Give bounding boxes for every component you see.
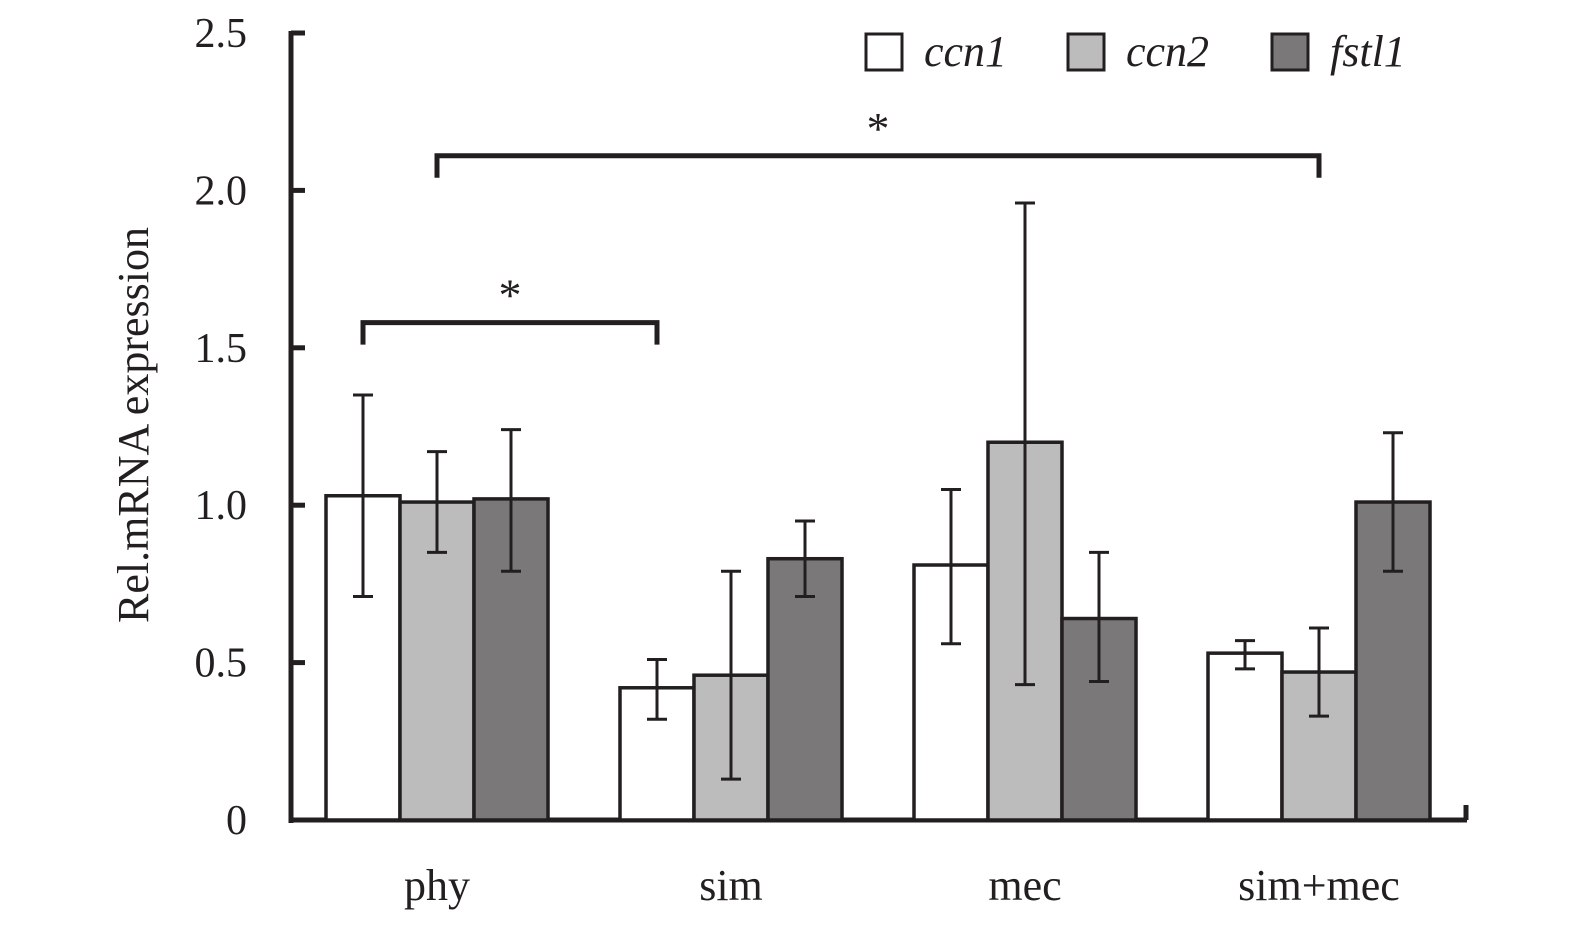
bar-ccn1-sim+mec	[1206, 651, 1284, 822]
y-tick-label: 2.0	[195, 168, 248, 214]
legend-swatch-fstl1	[1270, 32, 1310, 72]
legend-label-ccn2: ccn2	[1126, 27, 1209, 76]
x-tick-label: mec	[988, 861, 1061, 910]
legend-label-ccn1: ccn1	[924, 27, 1007, 76]
y-tick-label: 0.5	[195, 641, 248, 687]
significance-star: *	[867, 103, 890, 154]
axes: 0 0.5 1.0 1.5 2.0 2.5 phy sim mec sim+mec	[195, 11, 1469, 910]
bars-group	[324, 440, 1432, 822]
x-tick-label: sim	[699, 861, 763, 910]
y-tick-label: 2.5	[195, 11, 248, 57]
legend: ccn1 ccn2 fstl1	[864, 27, 1406, 76]
significance-star: *	[499, 270, 522, 321]
x-tick-label: sim+mec	[1238, 861, 1400, 910]
error-bars-group	[353, 201, 1403, 781]
x-tick-label: phy	[404, 861, 470, 910]
y-tick-label: 1.0	[195, 483, 248, 529]
bar-fstl1-sim	[766, 556, 844, 822]
significance-bracket	[434, 153, 1322, 178]
y-tick-label: 1.5	[195, 326, 248, 372]
legend-swatch-ccn2	[1066, 32, 1106, 72]
significance-bracket	[360, 320, 660, 345]
legend-label-fstl1: fstl1	[1330, 27, 1406, 76]
y-tick-label: 0	[226, 798, 247, 844]
legend-swatch-ccn1	[864, 32, 904, 72]
significance-group: **	[360, 103, 1322, 345]
y-axis-title: Rel.mRNA expression	[109, 227, 158, 623]
